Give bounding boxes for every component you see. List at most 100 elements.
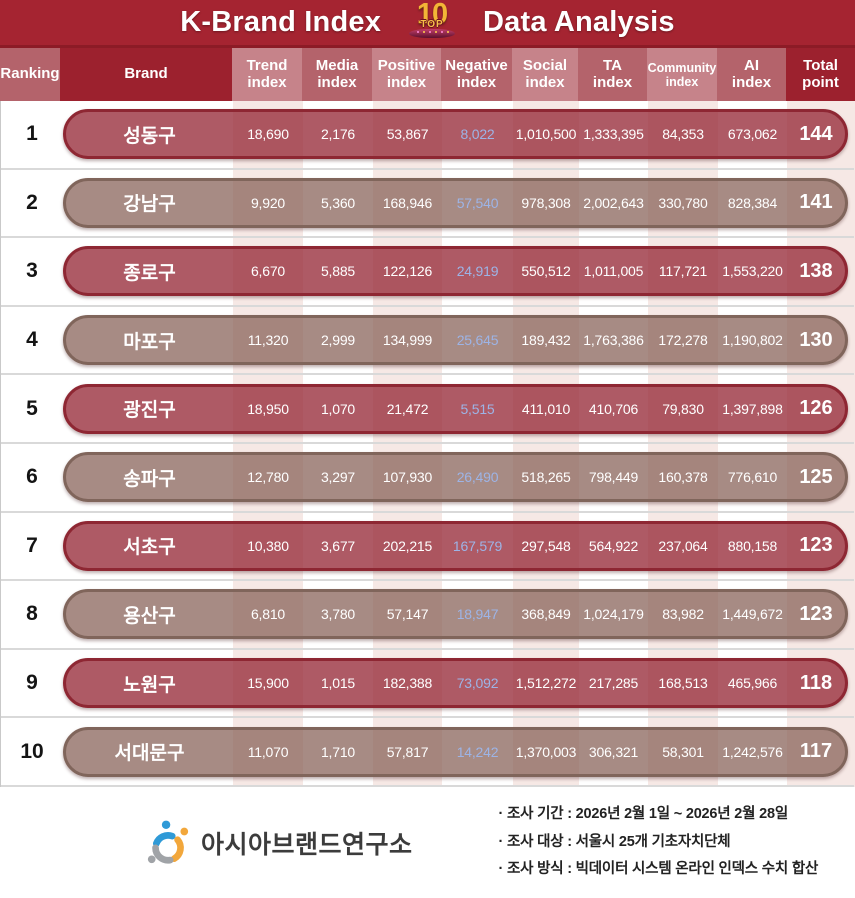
index-values: 15,900 1,015 182,388 73,092 1,512,272 217,285… (233, 675, 787, 691)
brand-pill: 광진구 18,950 1,070 21,472 5,515 411,010 410,706… (63, 383, 848, 434)
value-cell: 880,158 (727, 537, 778, 554)
value-cell: 1,010,500 (515, 126, 577, 143)
badge-number: 10 (416, 0, 448, 30)
value-cell: 410,706 (588, 400, 639, 417)
value-cell: 11,070 (247, 743, 289, 760)
value-cell: 1,015 (320, 675, 356, 692)
brand-name: 마포구 (123, 331, 176, 353)
table-row: 10 서대문구 11,070 1,710 57,817 14,242 1,370,003… (1, 718, 854, 787)
col-header-media: Media index (302, 48, 372, 101)
value-cell: 2,176 (320, 126, 356, 143)
value-cell: 8,022 (460, 126, 495, 143)
total-point: 138 (799, 259, 833, 282)
value-cell: 5,360 (320, 194, 356, 211)
rank-number: 7 (26, 533, 38, 557)
total-point: 126 (799, 397, 833, 420)
brand-pill: 서초구 10,380 3,677 202,215 167,579 297,548 564,… (63, 520, 848, 571)
value-cell: 1,512,272 (515, 675, 577, 692)
value-cell: 1,553,220 (722, 263, 783, 280)
value-cell: 168,946 (382, 194, 433, 211)
brand-pill: 노원구 15,900 1,015 182,388 73,092 1,512,272 217… (63, 658, 848, 709)
value-cell: 3,677 (320, 537, 356, 554)
value-cell: 73,092 (456, 675, 499, 692)
brand-pill: 마포구 11,320 2,999 134,999 25,645 189,432 1,763… (63, 315, 848, 366)
brand-pill: 성동구 18,690 2,176 53,867 8,022 1,010,500 1,333… (63, 109, 848, 160)
value-cell: 411,010 (521, 400, 571, 417)
value-cell: 2,999 (320, 332, 356, 349)
table-row: 9 노원구 15,900 1,015 182,388 73,092 1,512,272 2… (1, 650, 854, 719)
value-cell: 6,810 (250, 606, 286, 623)
value-cell: 1,449,672 (722, 606, 783, 623)
value-cell: 83,982 (662, 606, 704, 623)
brand-name: 강남구 (123, 194, 176, 216)
value-cell: 798,449 (588, 469, 639, 486)
value-cell: 14,242 (456, 743, 499, 760)
value-cell: 828,384 (727, 194, 778, 211)
index-values: 10,380 3,677 202,215 167,579 297,548 564,922 2… (233, 538, 787, 554)
value-cell: 1,333,395 (583, 126, 644, 143)
value-cell: 1,397,898 (722, 400, 783, 417)
badge-lights (417, 31, 420, 34)
value-cell: 160,378 (658, 469, 708, 486)
value-cell: 3,297 (320, 469, 356, 486)
value-cell: 117,721 (658, 263, 708, 280)
brand-pill: 송파구 12,780 3,297 107,930 26,490 518,265 798,4… (63, 452, 848, 503)
value-cell: 18,690 (247, 126, 289, 143)
value-cell: 550,512 (521, 263, 571, 280)
index-values: 18,690 2,176 53,867 8,022 1,010,500 1,333,395… (233, 126, 787, 142)
total-point: 141 (799, 191, 833, 214)
rank-number: 2 (26, 190, 38, 214)
value-cell: 79,830 (662, 400, 704, 417)
value-cell: 776,610 (727, 469, 778, 486)
value-cell: 168,513 (658, 675, 708, 692)
survey-notes: · 조사 기간 : 2026년 2월 1일 ~ 2026년 2월 28일 · 조… (499, 801, 819, 884)
value-cell: 167,579 (452, 537, 503, 554)
survey-period: · 조사 기간 : 2026년 2월 1일 ~ 2026년 2월 28일 (498, 806, 789, 823)
value-cell: 21,472 (386, 400, 429, 417)
value-cell: 11,320 (247, 332, 289, 349)
table-row: 4 마포구 11,320 2,999 134,999 25,645 189,432 1,7… (1, 307, 854, 376)
col-header-negative: Negative index (441, 48, 512, 101)
table-row: 3 종로구 6,670 5,885 122,126 24,919 550,512 1,01… (1, 238, 854, 307)
rank-number: 3 (26, 259, 38, 283)
value-cell: 10,380 (247, 537, 289, 554)
brand-name: 서대문구 (114, 743, 185, 765)
value-cell: 1,242,576 (722, 743, 783, 760)
total-point: 123 (799, 602, 833, 625)
value-cell: 1,763,386 (583, 332, 644, 349)
value-cell: 25,645 (456, 332, 499, 349)
table-row: 1 성동구 18,690 2,176 53,867 8,022 1,010,500 1,3… (1, 101, 854, 170)
col-header-positive: Positive index (372, 48, 441, 101)
rank-number: 8 (26, 602, 38, 626)
index-values: 11,320 2,999 134,999 25,645 189,432 1,763,386… (233, 332, 787, 348)
brand-name: 서초구 (123, 537, 176, 559)
value-cell: 368,849 (521, 606, 571, 623)
value-cell: 217,285 (588, 675, 639, 692)
rank-number: 9 (26, 671, 38, 695)
value-cell: 18,947 (456, 606, 499, 623)
brand-pill: 용산구 6,810 3,780 57,147 18,947 368,849 1,024,1… (63, 589, 848, 640)
value-cell: 84,353 (662, 126, 704, 143)
value-cell: 5,885 (320, 263, 356, 280)
index-values: 12,780 3,297 107,930 26,490 518,265 798,449 16… (233, 469, 787, 485)
value-cell: 12,780 (247, 469, 289, 486)
value-cell: 15,900 (247, 675, 289, 692)
org-logo-icon (147, 820, 189, 864)
col-header-ta: TA index (578, 48, 647, 101)
title-bar: K-Brand Index 10 TOP Data Analysis (0, 0, 855, 48)
title-right: Data Analysis (483, 6, 675, 38)
value-cell: 3,780 (320, 606, 356, 623)
brand-pill: 강남구 9,920 5,360 168,946 57,540 978,308 2,002,… (63, 177, 848, 228)
index-values: 18,950 1,070 21,472 5,515 411,010 410,706 79,8… (233, 401, 787, 417)
total-point: 144 (799, 122, 833, 145)
rank-number: 4 (26, 328, 38, 352)
table-body: 1 성동구 18,690 2,176 53,867 8,022 1,010,500 1,3… (0, 101, 855, 787)
value-cell: 202,215 (382, 537, 433, 554)
value-cell: 6,670 (250, 263, 286, 280)
value-cell: 58,301 (662, 743, 704, 760)
value-cell: 1,011,005 (583, 263, 644, 280)
brand-pill: 종로구 6,670 5,885 122,126 24,919 550,512 1,011,… (63, 246, 848, 297)
brand-name: 노원구 (123, 674, 176, 696)
total-point: 130 (799, 328, 833, 351)
